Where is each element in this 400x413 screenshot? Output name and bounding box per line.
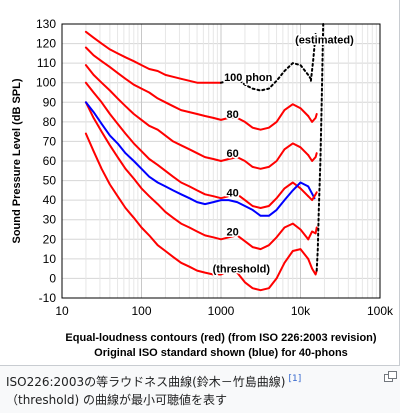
series-line-3 <box>84 64 310 170</box>
series-line-11 <box>307 152 318 162</box>
series-line-6 <box>220 62 314 92</box>
y-tick-label: 70 <box>43 134 57 148</box>
x-tick-label: 10k <box>291 304 311 318</box>
x-tick-label: 1000 <box>208 304 235 318</box>
caption-line-1: ISO226:2003の等ラウドネス曲線(鈴木－竹島曲線) <box>6 375 286 389</box>
y-tick-label: 60 <box>43 154 57 168</box>
figure[interactable]: -10 0 10 20 30 40 50 60 70 80 90 100 110 120 130 10 100 1… <box>0 0 400 366</box>
contour-annotation: (estimated) <box>295 35 354 47</box>
contour-annotation: 40 <box>226 187 238 199</box>
y-tick-label: 10 <box>43 252 57 266</box>
x-tick-label: 100 <box>131 304 151 318</box>
y-tick-label: 40 <box>43 193 57 207</box>
reference-link[interactable]: [1] <box>288 374 302 384</box>
magnify-clip-icon[interactable] <box>384 371 397 382</box>
y-tick-label: 130 <box>36 17 56 31</box>
x-axis-label-line-2: Original ISO standard shown (blue) for 4… <box>94 347 348 359</box>
series-line-12 <box>307 113 318 123</box>
magnify-square-front <box>388 371 397 379</box>
contour-annotation: 80 <box>226 109 238 121</box>
plot-area-border <box>61 23 381 299</box>
y-tick-label: 0 <box>49 271 56 285</box>
y-tick-label: 50 <box>43 174 57 188</box>
y-tick-label: 100 <box>36 76 56 90</box>
y-tick-label: 90 <box>43 95 57 109</box>
y-tick-label: -10 <box>39 291 57 305</box>
y-tick-label: 120 <box>36 37 56 51</box>
contour-annotation: 60 <box>226 148 238 160</box>
contour-annotation: (threshold) <box>213 264 271 276</box>
x-tick-label: 10 <box>55 304 69 318</box>
series-line-2 <box>84 81 310 209</box>
series-line-5 <box>84 30 222 84</box>
series-line-0 <box>84 132 310 292</box>
y-tick-label: 20 <box>43 232 57 246</box>
series-line-4 <box>84 46 310 131</box>
contour-annotation: 20 <box>226 226 238 238</box>
caption-line-2: （threshold) の曲線が最小可聴値を表す <box>6 393 228 407</box>
y-tick-label: 110 <box>37 56 56 70</box>
series-line-1 <box>84 101 310 251</box>
y-axis-label: Sound Pressure Level (dB SPL) <box>11 78 23 243</box>
series-line-13 <box>315 23 325 272</box>
x-axis-label-line-1: Equal-loudness contours (red) (from ISO … <box>65 332 376 344</box>
series-line-14 <box>309 32 317 82</box>
y-tick-label: 80 <box>43 115 57 129</box>
contour-annotation: 100 phon <box>224 72 273 84</box>
series-line-9 <box>307 226 318 241</box>
series-line-8 <box>307 257 318 276</box>
y-tick-label: 30 <box>43 213 57 227</box>
x-tick-label: 100k <box>367 304 394 318</box>
equal-loudness-chart: -10 0 10 20 30 40 50 60 70 80 90 100 110 120 130 10 100 1… <box>11 17 394 359</box>
series-line-10 <box>307 191 318 202</box>
figure-caption: ISO226:2003の等ラウドネス曲線(鈴木－竹島曲線) [1] （thresh… <box>6 370 376 409</box>
series-line-7 <box>84 101 316 217</box>
